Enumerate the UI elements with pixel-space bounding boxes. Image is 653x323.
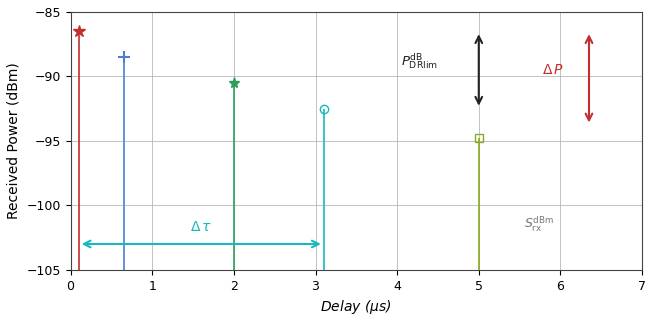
Text: $\Delta\,\tau$: $\Delta\,\tau$ xyxy=(190,220,212,234)
Text: $P_{\rm DRlim}^{\rm dB}$: $P_{\rm DRlim}^{\rm dB}$ xyxy=(401,51,438,71)
Y-axis label: Received Power (dBm): Received Power (dBm) xyxy=(7,62,21,219)
X-axis label: Delay ($\mu$s): Delay ($\mu$s) xyxy=(321,298,392,316)
Text: $\Delta\,P$: $\Delta\,P$ xyxy=(543,63,564,77)
Text: $S_{\rm rx}^{\rm dBm}$: $S_{\rm rx}^{\rm dBm}$ xyxy=(524,215,554,234)
